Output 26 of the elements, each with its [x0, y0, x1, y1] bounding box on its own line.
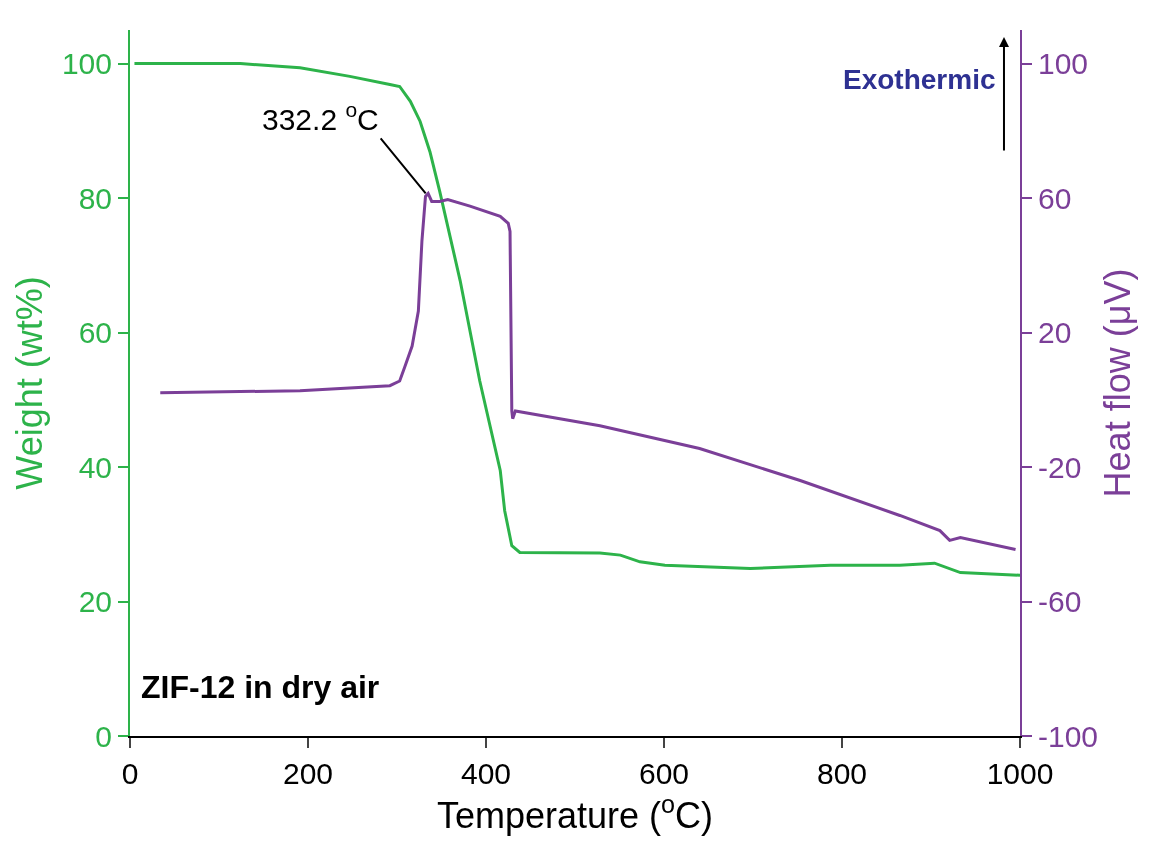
x-tick-label: 800 [816, 757, 868, 790]
y-tick-label: 100 [61, 47, 112, 81]
y-tick-label: 40 [78, 450, 112, 484]
x-tick-label: 1000 [986, 757, 1054, 790]
y2-tick-label: 100 [1038, 47, 1089, 81]
x-tick-label: 0 [121, 757, 139, 790]
y2-tick-label: 20 [1038, 316, 1072, 350]
x-tick-label: 400 [460, 757, 512, 790]
y-tick-label: 20 [78, 585, 112, 619]
y2-tick-label: 60 [1038, 181, 1072, 215]
annotation: Exothermic [843, 64, 996, 95]
x-axis-title: Temperature ($^{o}$C) [436, 790, 714, 837]
y2-tick-label: -20 [1038, 450, 1082, 484]
line-series [132, 62, 1020, 577]
y-tick-label: 60 [78, 316, 112, 350]
y-tick-label: 80 [78, 181, 112, 215]
annotation: ZIF-12 in dry air [141, 669, 380, 705]
x-tick-label: 200 [282, 757, 334, 790]
annotation: 332.2 $^{o}$C [262, 98, 379, 136]
y2-axis-title: Heat flow (μV) [1097, 268, 1139, 498]
y-axis-title: Weight (wt%) [9, 276, 51, 490]
y2-tick-label: -100 [1038, 719, 1099, 753]
line-series [158, 191, 1018, 551]
x-tick-label: 600 [638, 757, 690, 790]
y2-tick-label: -60 [1038, 585, 1082, 619]
y-tick-label: 0 [95, 719, 112, 753]
